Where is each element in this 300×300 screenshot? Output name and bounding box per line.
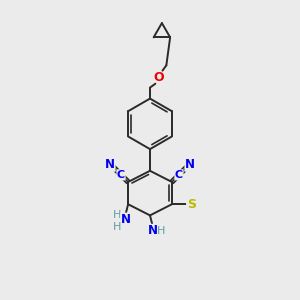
Text: O: O <box>154 71 164 84</box>
Text: H: H <box>157 226 165 236</box>
Text: H: H <box>113 222 122 232</box>
Text: N: N <box>185 158 195 171</box>
Text: N: N <box>105 158 115 171</box>
Text: H: H <box>113 210 122 220</box>
Text: S: S <box>187 198 196 211</box>
Text: N: N <box>147 224 158 237</box>
Text: C: C <box>117 170 125 180</box>
Text: C: C <box>175 170 183 180</box>
Text: N: N <box>121 213 131 226</box>
